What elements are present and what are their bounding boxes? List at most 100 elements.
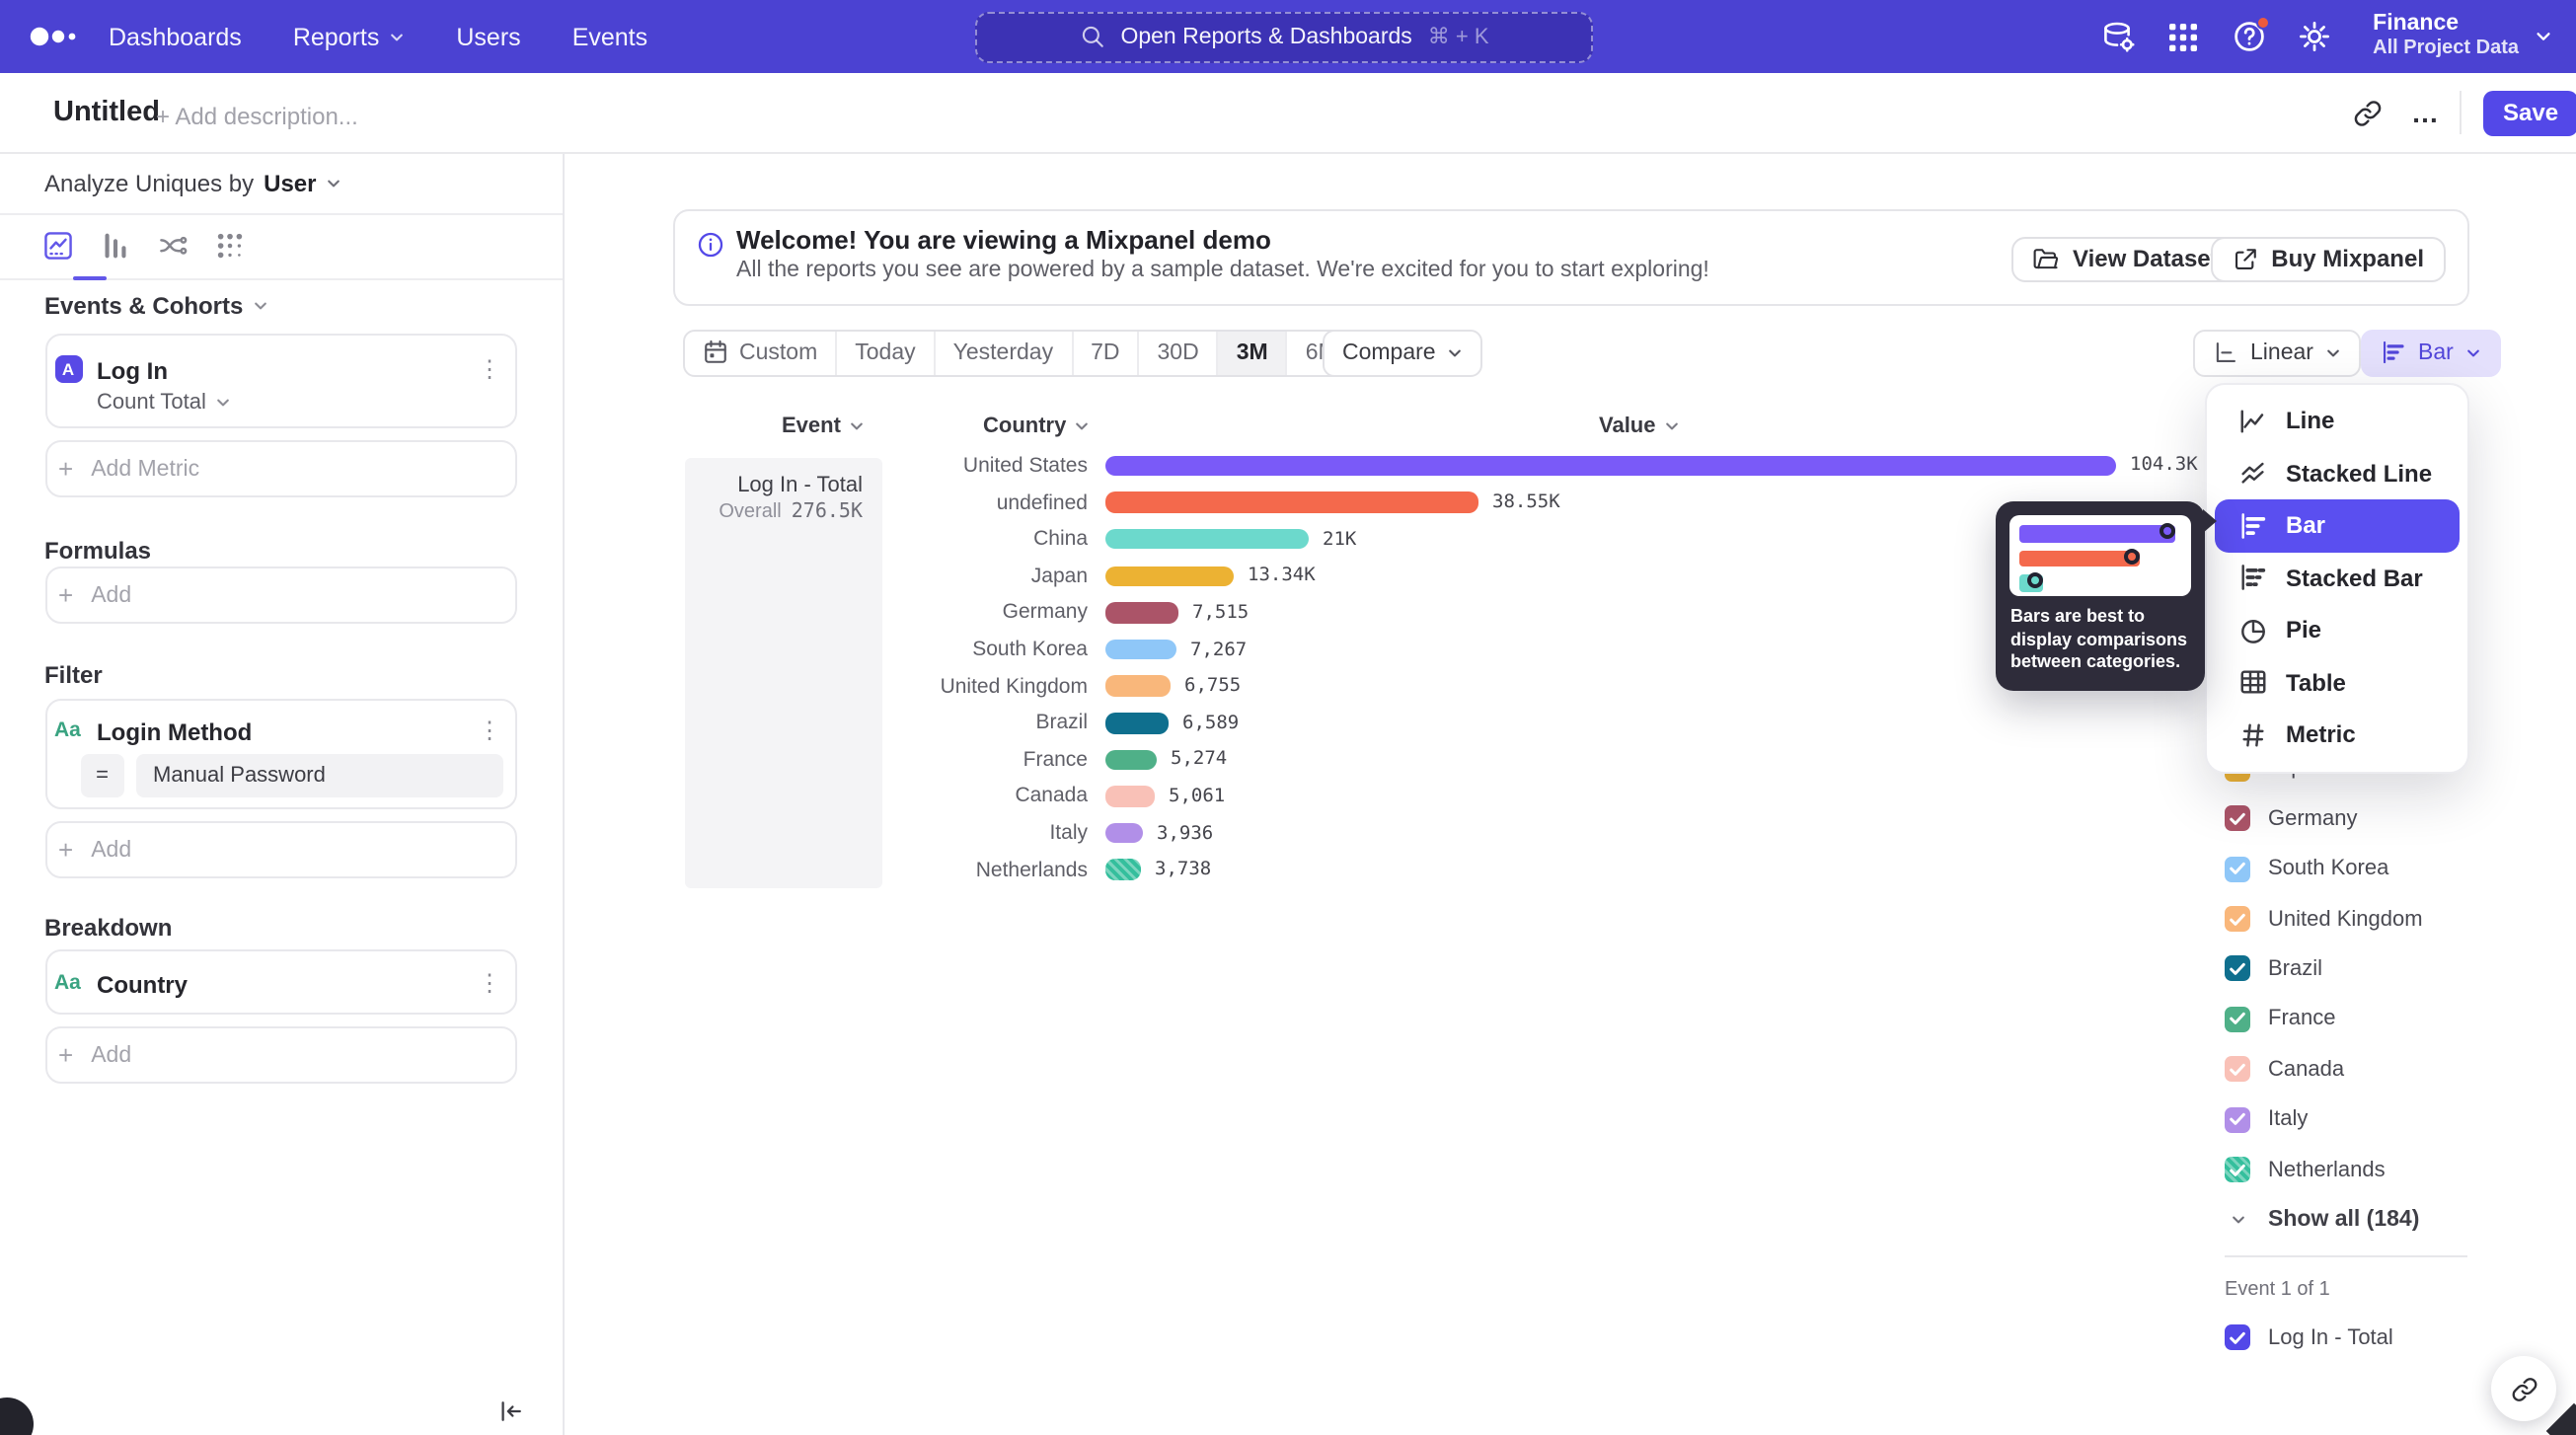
project-switcher[interactable]: Finance All Project Data [2373, 12, 2552, 60]
legend-item-italy[interactable]: Italy [2205, 1095, 2560, 1145]
events-cohorts-label: Events & Cohorts [44, 291, 244, 319]
buy-mixpanel-button[interactable]: Buy Mixpanel [2210, 236, 2446, 282]
legend-item-germany[interactable]: Germany [2205, 793, 2560, 844]
report-description-placeholder[interactable]: + Add description... [156, 102, 358, 129]
bar[interactable] [1105, 822, 1143, 844]
help-icon[interactable] [2231, 15, 2271, 54]
add-formula-button[interactable]: + Add [44, 566, 517, 624]
legend-checkbox[interactable] [2225, 1056, 2250, 1083]
bar[interactable] [1105, 639, 1176, 660]
chart-type-button[interactable]: Bar [2361, 329, 2501, 376]
bar-category-label: Canada [1015, 784, 1088, 808]
tab-retention[interactable] [201, 213, 259, 278]
add-breakdown-button[interactable]: + Add [44, 1026, 517, 1084]
legend-item-canada[interactable]: Canada [2205, 1044, 2560, 1095]
date-range-7d[interactable]: 7D [1073, 331, 1140, 374]
menu-item-label: Bar [2286, 511, 2326, 540]
series-item-log-in-total[interactable]: Log In - Total [2205, 1313, 2560, 1363]
bar[interactable] [1105, 675, 1171, 697]
date-range-30d[interactable]: 30D [1140, 331, 1219, 374]
event-summary-panel[interactable]: Log In - Total Overall 276.5K [685, 458, 882, 887]
bar[interactable] [1105, 566, 1234, 587]
legend-checkbox[interactable] [2225, 955, 2250, 982]
events-cohorts-heading[interactable]: Events & Cohorts [44, 291, 268, 319]
search-input[interactable]: Open Reports & Dashboards ⌘ + K [975, 11, 1593, 62]
legend-checkbox[interactable] [2225, 1006, 2250, 1032]
banner-subtitle: All the reports you see are powered by a… [736, 259, 1709, 282]
breakdown-card-country[interactable]: Aa Country ⋮ [44, 949, 517, 1014]
filter-card-login-method[interactable]: Aa Login Method ⋮ = Manual Password [44, 699, 517, 808]
menu-item-pie[interactable]: Pie [2215, 604, 2460, 656]
event-name[interactable]: Log In [97, 357, 168, 385]
nav-item-events[interactable]: Events [572, 23, 647, 50]
settings-gear-icon[interactable] [2296, 19, 2331, 54]
bar[interactable] [1105, 749, 1157, 771]
breakdown-kebab-menu-icon[interactable]: ⋮ [478, 969, 501, 997]
analyze-uniques-row[interactable]: Analyze Uniques by User [0, 153, 562, 214]
bar[interactable] [1105, 528, 1309, 550]
menu-item-metric[interactable]: Metric [2215, 709, 2460, 761]
event-kebab-menu-icon[interactable]: ⋮ [478, 355, 501, 383]
legend-checkbox[interactable] [2225, 805, 2250, 832]
menu-item-table[interactable]: Table [2215, 656, 2460, 709]
filter-operator-chip[interactable]: = [81, 754, 123, 797]
column-header-value[interactable]: Value [1599, 414, 1680, 437]
tab-insights[interactable] [30, 213, 106, 280]
legend-checkbox[interactable] [2225, 1106, 2250, 1133]
share-link-fab[interactable] [2491, 1356, 2556, 1421]
menu-item-bar[interactable]: Bar [2215, 499, 2460, 552]
copy-link-icon[interactable] [2347, 93, 2387, 132]
legend-item-brazil[interactable]: Brazil [2205, 944, 2560, 995]
bar[interactable] [1105, 455, 2116, 477]
nav-item-dashboards[interactable]: Dashboards [109, 23, 242, 50]
more-options-icon[interactable]: … [2411, 97, 2441, 128]
report-title[interactable]: Untitled [53, 97, 160, 128]
menu-item-stacked-bar[interactable]: Stacked Bar [2215, 552, 2460, 604]
legend-checkbox[interactable] [2225, 856, 2250, 882]
nav-item-reports[interactable]: Reports [293, 23, 406, 50]
menu-item-line[interactable]: Line [2215, 395, 2460, 447]
legend-item-france[interactable]: France [2205, 994, 2560, 1044]
bar[interactable] [1105, 713, 1169, 733]
add-metric-button[interactable]: + Add Metric [44, 440, 517, 497]
bar[interactable] [1105, 491, 1478, 513]
date-range-custom[interactable]: Custom [684, 331, 838, 374]
nav-item-users[interactable]: Users [456, 23, 520, 50]
date-range-yesterday[interactable]: Yesterday [936, 331, 1074, 374]
apps-grid-icon[interactable] [2165, 19, 2201, 54]
show-all-button[interactable]: Show all (184) [2205, 1195, 2560, 1246]
legend-item-south-korea[interactable]: South Korea [2205, 844, 2560, 894]
date-range-3m[interactable]: 3M [1218, 331, 1288, 374]
bar-value-label: 13.34K [1248, 565, 1316, 587]
bar[interactable] [1105, 859, 1141, 880]
collapse-sidebar-icon[interactable] [497, 1397, 525, 1424]
date-range-label: 7D [1091, 340, 1120, 364]
add-filter-button[interactable]: + Add [44, 821, 517, 878]
mixpanel-logo-icon[interactable] [30, 26, 81, 47]
compare-button[interactable]: Compare [1323, 329, 1483, 376]
column-header-event[interactable]: Event [782, 414, 865, 437]
legend-item-netherlands[interactable]: Netherlands [2205, 1145, 2560, 1195]
date-range-today[interactable]: Today [837, 331, 936, 374]
bar[interactable] [1105, 786, 1155, 807]
bar-chart: United States 104.3K undefined 38.55K China 2… [685, 447, 2198, 888]
legend-checkbox[interactable] [2225, 906, 2250, 933]
filter-kebab-menu-icon[interactable]: ⋮ [478, 717, 501, 744]
event-card-log-in[interactable]: A Log In ⋮ Count Total [44, 334, 517, 427]
column-header-country[interactable]: Country [983, 414, 1090, 437]
legend-checkbox[interactable] [2225, 1157, 2250, 1183]
scale-selector-button[interactable]: Linear [2193, 329, 2361, 376]
chevron-down-icon [255, 301, 267, 309]
series-checkbox[interactable] [2225, 1324, 2250, 1351]
filter-value-chip[interactable]: Manual Password [135, 754, 503, 797]
tab-flows[interactable] [144, 213, 201, 278]
save-button[interactable]: Save [2483, 90, 2576, 135]
filter-property-name[interactable]: Login Method [97, 718, 253, 746]
menu-item-stacked-line[interactable]: Stacked Line [2215, 447, 2460, 499]
bar[interactable] [1105, 602, 1178, 624]
data-management-icon[interactable] [2100, 19, 2136, 54]
tab-funnels[interactable] [87, 213, 144, 278]
breakdown-property-name[interactable]: Country [97, 971, 188, 999]
legend-item-united-kingdom[interactable]: United Kingdom [2205, 894, 2560, 944]
aggregation-selector[interactable]: Count Total [97, 391, 232, 415]
